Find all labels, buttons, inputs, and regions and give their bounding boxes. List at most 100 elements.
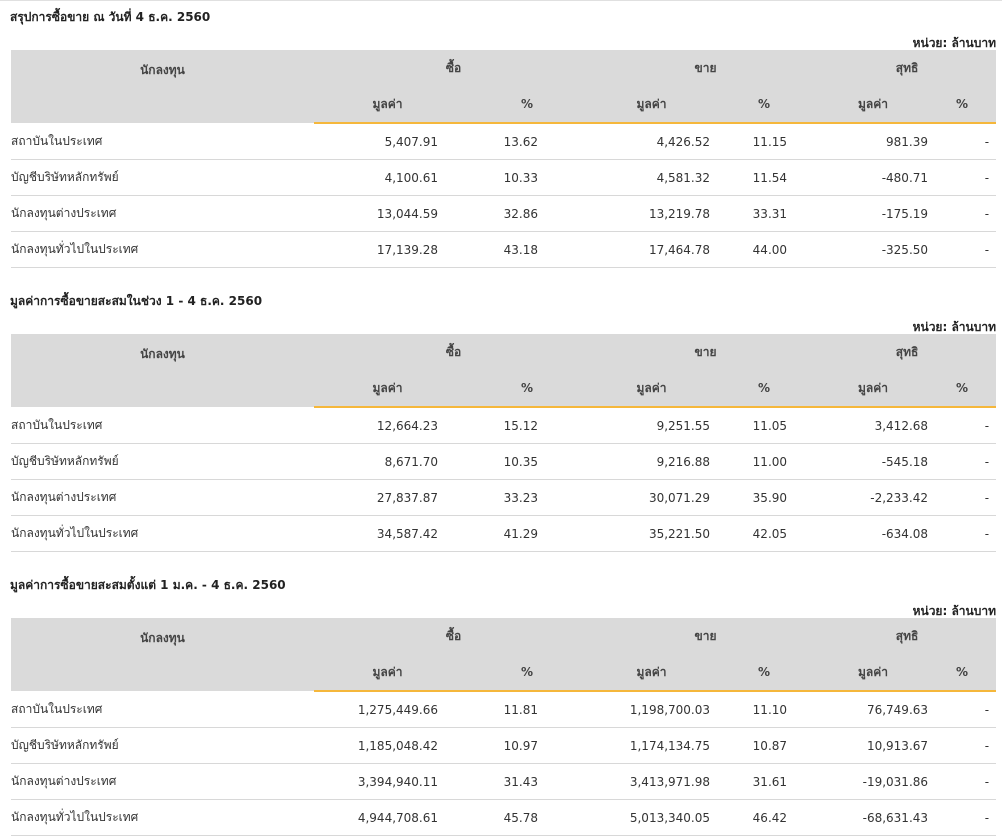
net-pct: -	[928, 799, 997, 836]
header-row-2: มูลค่า % มูลค่า % มูลค่า %	[11, 654, 997, 692]
header-buy-pct: %	[461, 86, 594, 124]
sell-value: 9,251.55	[593, 407, 711, 444]
top-divider	[0, 0, 1002, 1]
sell-value: 13,219.78	[593, 195, 711, 232]
table-row: นักลงทุนทั่วไปในประเทศ 17,139.28 43.18 17,4…	[11, 231, 997, 268]
table-row: สถาบันในประเทศ 12,664.23 15.12 9,251.55 11.0…	[11, 407, 997, 444]
net-pct: -	[928, 123, 997, 160]
buy-value: 1,185,048.42	[314, 727, 461, 764]
investor-name: นักลงทุนทั่วไปในประเทศ	[11, 799, 314, 836]
sell-pct: 35.90	[710, 479, 819, 516]
investor-name: บัญชีบริษัทหลักทรัพย์	[11, 727, 314, 764]
section-title: สรุปการซื้อขาย ณ วันที่ 4 ธ.ค. 2560	[10, 10, 211, 24]
header-sell-pct: %	[710, 86, 819, 124]
header-investor: นักลงทุน	[11, 50, 314, 123]
sell-value: 1,174,134.75	[593, 727, 711, 764]
header-sell-value: มูลค่า	[593, 654, 711, 692]
table-row: สถาบันในประเทศ 5,407.91 13.62 4,426.52 11.15…	[11, 123, 997, 160]
header-net: สุทธิ	[818, 334, 997, 370]
header-net-pct: %	[928, 86, 997, 124]
buy-value: 17,139.28	[314, 231, 461, 268]
net-pct: -	[928, 479, 997, 516]
buy-value: 12,664.23	[314, 407, 461, 444]
buy-value: 3,394,940.11	[314, 763, 461, 800]
table-row: นักลงทุนต่างประเทศ 13,044.59 32.86 13,219.7…	[11, 195, 997, 232]
header-buy: ซื้อ	[314, 334, 594, 370]
investor-name: บัญชีบริษัทหลักทรัพย์	[11, 443, 314, 480]
buy-pct: 32.86	[461, 195, 594, 232]
buy-pct: 11.81	[461, 691, 594, 728]
sell-value: 30,071.29	[593, 479, 711, 516]
investor-name: นักลงทุนทั่วไปในประเทศ	[11, 231, 314, 268]
buy-pct: 13.62	[461, 123, 594, 160]
header-net-value: มูลค่า	[818, 370, 929, 408]
net-value: -545.18	[818, 443, 929, 480]
trading-table: นักลงทุน ซื้อ ขาย สุทธิ มูลค่า % มูลค่า …	[11, 618, 997, 836]
unit-label: หน่วย: ล้านบาท	[912, 320, 996, 334]
net-value: -480.71	[818, 159, 929, 196]
sell-pct: 11.54	[710, 159, 819, 196]
investor-name: นักลงทุนต่างประเทศ	[11, 195, 314, 232]
header-buy-value: มูลค่า	[314, 86, 461, 124]
net-pct: -	[928, 443, 997, 480]
header-net: สุทธิ	[818, 618, 997, 654]
investor-name: นักลงทุนต่างประเทศ	[11, 479, 314, 516]
sell-value: 3,413,971.98	[593, 763, 711, 800]
net-value: -19,031.86	[818, 763, 929, 800]
header-net-pct: %	[928, 370, 997, 408]
buy-value: 1,275,449.66	[314, 691, 461, 728]
net-pct: -	[928, 691, 997, 728]
header-row-2: มูลค่า % มูลค่า % มูลค่า %	[11, 370, 997, 408]
net-pct: -	[928, 727, 997, 764]
header-sell-pct: %	[710, 370, 819, 408]
net-pct: -	[928, 515, 997, 552]
net-pct: -	[928, 159, 997, 196]
buy-pct: 10.35	[461, 443, 594, 480]
buy-pct: 43.18	[461, 231, 594, 268]
net-pct: -	[928, 231, 997, 268]
header-sell-pct: %	[710, 654, 819, 692]
buy-pct: 31.43	[461, 763, 594, 800]
sell-pct: 11.05	[710, 407, 819, 444]
sell-value: 4,426.52	[593, 123, 711, 160]
header-net: สุทธิ	[818, 50, 997, 86]
trading-table: นักลงทุน ซื้อ ขาย สุทธิ มูลค่า % มูลค่า …	[11, 334, 997, 552]
investor-name: บัญชีบริษัทหลักทรัพย์	[11, 159, 314, 196]
buy-value: 13,044.59	[314, 195, 461, 232]
table-row: นักลงทุนต่างประเทศ 3,394,940.11 31.43 3,413…	[11, 763, 997, 800]
net-value: 3,412.68	[818, 407, 929, 444]
header-net-pct: %	[928, 654, 997, 692]
buy-value: 34,587.42	[314, 515, 461, 552]
section-title: มูลค่าการซื้อขายสะสมตั้งแต่ 1 ม.ค. - 4 ธ…	[10, 578, 286, 592]
net-value: -325.50	[818, 231, 929, 268]
unit-label: หน่วย: ล้านบาท	[912, 36, 996, 50]
sell-pct: 11.15	[710, 123, 819, 160]
buy-pct: 41.29	[461, 515, 594, 552]
investor-name: สถาบันในประเทศ	[11, 407, 314, 444]
table-row: นักลงทุนทั่วไปในประเทศ 4,944,708.61 45.78 5…	[11, 799, 997, 836]
buy-pct: 45.78	[461, 799, 594, 836]
header-net-value: มูลค่า	[818, 86, 929, 124]
header-investor: นักลงทุน	[11, 618, 314, 691]
net-value: -175.19	[818, 195, 929, 232]
table-row: บัญชีบริษัทหลักทรัพย์ 4,100.61 10.33 4,581.…	[11, 159, 997, 196]
sell-value: 5,013,340.05	[593, 799, 711, 836]
sell-pct: 46.42	[710, 799, 819, 836]
sell-pct: 10.87	[710, 727, 819, 764]
header-sell: ขาย	[593, 618, 819, 654]
sell-value: 9,216.88	[593, 443, 711, 480]
header-sell-value: มูลค่า	[593, 370, 711, 408]
sell-pct: 33.31	[710, 195, 819, 232]
buy-value: 4,100.61	[314, 159, 461, 196]
buy-value: 8,671.70	[314, 443, 461, 480]
header-row-1: นักลงทุน ซื้อ ขาย สุทธิ	[11, 618, 997, 691]
net-pct: -	[928, 195, 997, 232]
buy-pct: 33.23	[461, 479, 594, 516]
header-buy-pct: %	[461, 654, 594, 692]
investor-name: สถาบันในประเทศ	[11, 123, 314, 160]
unit-label: หน่วย: ล้านบาท	[912, 604, 996, 618]
table-row: บัญชีบริษัทหลักทรัพย์ 8,671.70 10.35 9,216.…	[11, 443, 997, 480]
header-investor: นักลงทุน	[11, 334, 314, 407]
sell-pct: 31.61	[710, 763, 819, 800]
section-title: มูลค่าการซื้อขายสะสมในช่วง 1 - 4 ธ.ค. 25…	[10, 294, 263, 308]
